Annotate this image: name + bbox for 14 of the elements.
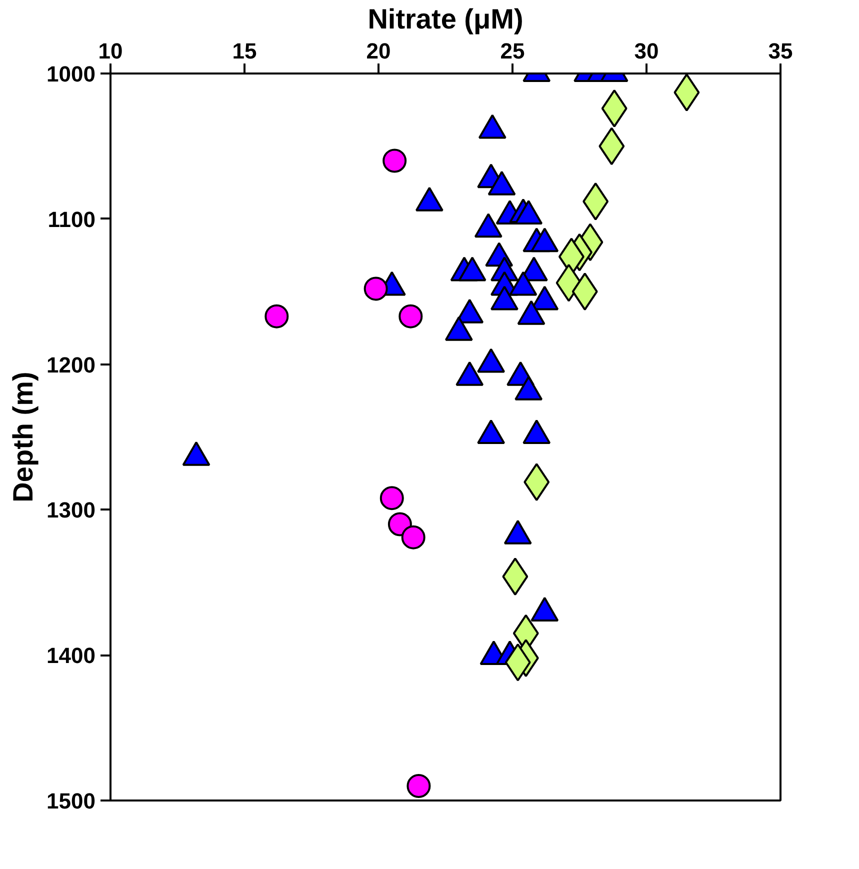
x-tick-label: 20 xyxy=(366,38,391,64)
x-tick-label: 10 xyxy=(98,38,123,64)
y-tick-label: 1200 xyxy=(46,352,96,378)
y-tick-label: 1400 xyxy=(46,643,96,668)
x-tick-label: 25 xyxy=(500,38,525,64)
y-axis-title: Depth (m) xyxy=(8,372,39,502)
y-tick-label: 1500 xyxy=(46,788,96,814)
x-axis-title: Nitrate (μM) xyxy=(368,4,524,34)
y-tick-label: 1300 xyxy=(46,498,96,523)
y-tick-label: 1000 xyxy=(46,62,96,86)
y-tick-label: 1100 xyxy=(48,206,96,232)
x-tick-label: 35 xyxy=(768,38,793,64)
x-tick-label: 30 xyxy=(634,38,659,64)
x-tick-label: 15 xyxy=(232,38,257,64)
